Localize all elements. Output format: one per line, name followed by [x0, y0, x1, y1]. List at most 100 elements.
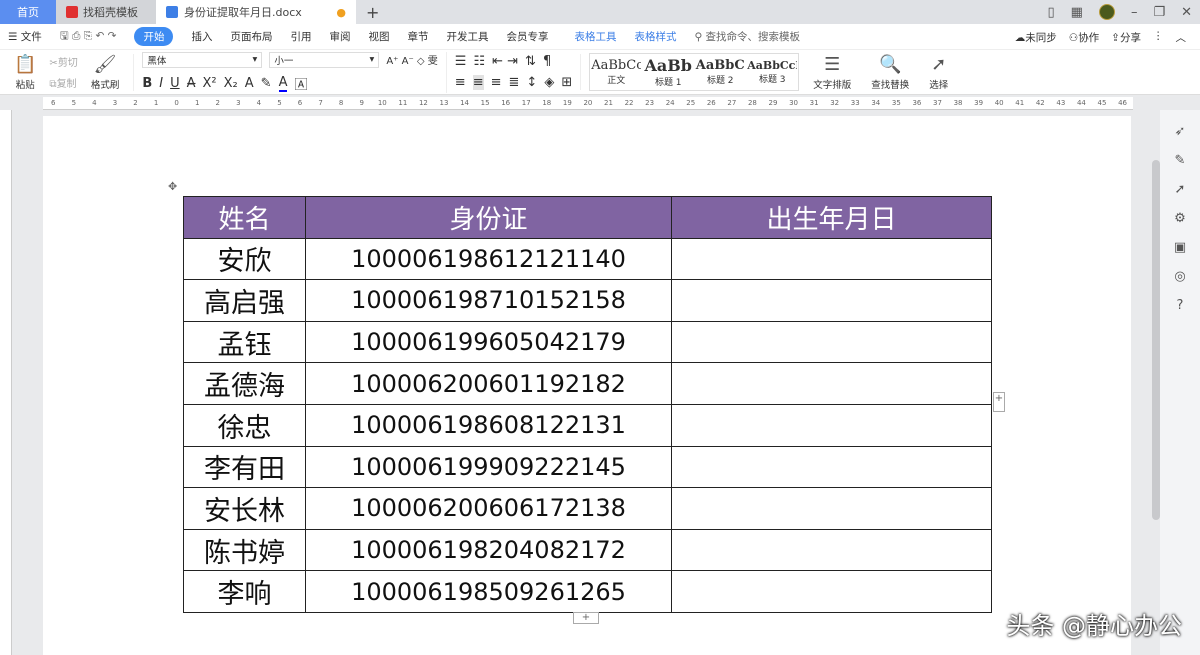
show-marks-button[interactable]: ¶: [542, 54, 552, 69]
minimize-icon[interactable]: –: [1130, 4, 1138, 20]
file-menu[interactable]: ☰ 文件: [8, 31, 42, 43]
location-icon[interactable]: ◎: [1174, 269, 1186, 284]
tab-document[interactable]: 身份证提取年月日.docx ●: [156, 0, 356, 24]
shading-button[interactable]: ◈: [544, 75, 555, 90]
tab-templates[interactable]: 找稻壳模板: [56, 0, 156, 24]
menu-references[interactable]: 引用: [290, 31, 312, 43]
id-cell[interactable]: 100006198612121140: [305, 237, 672, 281]
font-color-button[interactable]: A: [278, 74, 288, 92]
menu-view[interactable]: 视图: [368, 31, 390, 43]
name-cell[interactable]: 孟德海: [183, 362, 306, 405]
font-select[interactable]: 黑体 ▾: [142, 51, 263, 68]
sort-button[interactable]: ⇅: [525, 54, 536, 69]
align-center-button[interactable]: ≡: [472, 75, 484, 90]
find-replace-button[interactable]: 🔍 查找替换: [871, 53, 910, 91]
tab-home[interactable]: 首页: [0, 0, 56, 24]
layout-icon[interactable]: ▯: [1047, 4, 1055, 20]
menu-table-style[interactable]: 表格样式: [634, 31, 677, 43]
menu-developer[interactable]: 开发工具: [446, 31, 489, 43]
menu-layout[interactable]: 页面布局: [230, 31, 273, 43]
numbering-button[interactable]: ☷: [473, 54, 486, 69]
menu-member[interactable]: 会员专享: [506, 31, 549, 43]
table-move-handle[interactable]: ✥: [168, 180, 178, 193]
underline-button[interactable]: U: [170, 75, 180, 91]
settings-sliders-icon[interactable]: ⚙: [1174, 211, 1186, 226]
paste-button[interactable]: 📋 粘贴: [14, 53, 37, 91]
id-cell[interactable]: 100006198204082172: [305, 528, 672, 572]
close-icon[interactable]: ✕: [1181, 4, 1192, 20]
id-cell[interactable]: 100006198710152158: [305, 279, 672, 322]
more-icon[interactable]: ⋮: [1153, 30, 1164, 42]
justify-button[interactable]: ≣: [508, 75, 520, 90]
name-cell[interactable]: 安长林: [183, 487, 306, 530]
id-cell[interactable]: 100006199605042179: [305, 320, 672, 364]
vertical-ruler[interactable]: [0, 110, 12, 655]
name-cell[interactable]: 安欣: [183, 237, 306, 281]
id-cell[interactable]: 100006199909222145: [305, 445, 672, 489]
birthdate-cell[interactable]: [671, 237, 992, 281]
id-cell[interactable]: 100006198608122131: [305, 403, 672, 447]
quick-access-icons[interactable]: 🖫 ⎙ ⎘ ↶ ↷: [59, 29, 117, 42]
superscript-button[interactable]: X²: [202, 75, 217, 91]
menu-section[interactable]: 章节: [407, 31, 429, 43]
cursor-icon[interactable]: ➚: [1174, 182, 1186, 197]
rocket-icon[interactable]: ➶: [1174, 124, 1186, 139]
style-heading-2[interactable]: AaBbC 标题 2: [695, 58, 745, 86]
add-column-button[interactable]: +: [993, 392, 1005, 412]
format-painter-button[interactable]: 🖌 格式刷: [90, 53, 120, 91]
menu-home[interactable]: 开始: [134, 27, 174, 46]
birthdate-cell[interactable]: [671, 403, 992, 447]
strikethrough-button[interactable]: A̶: [186, 75, 196, 91]
menu-review[interactable]: 审阅: [329, 31, 351, 43]
select-button[interactable]: ➚ 选择: [929, 53, 949, 91]
text-effect-button[interactable]: A: [244, 75, 254, 91]
collapse-icon[interactable]: ︿: [1175, 32, 1187, 44]
indent-button[interactable]: ⇤ ⇥: [492, 54, 519, 69]
name-cell[interactable]: 陈书婷: [183, 528, 306, 572]
name-cell[interactable]: 高启强: [183, 279, 306, 322]
help-icon[interactable]: ?: [1176, 298, 1184, 313]
style-heading-1[interactable]: AaBb 标题 1: [644, 56, 692, 88]
add-row-button[interactable]: +: [573, 612, 599, 624]
collab-button[interactable]: ⚇协作: [1068, 32, 1100, 44]
bullets-button[interactable]: ☰: [454, 54, 467, 69]
vertical-scrollbar[interactable]: [1152, 160, 1160, 520]
document-page[interactable]: ✥ 姓名 身份证 出生年月日 安欣 100006198612121140 高启强 10…: [43, 116, 1131, 655]
sync-button[interactable]: ☁未同步: [1014, 32, 1057, 44]
id-cell[interactable]: 100006200601192182: [305, 362, 672, 405]
birthdate-cell[interactable]: [671, 279, 992, 322]
text-layout-button[interactable]: ☰ 文字排版: [813, 53, 852, 91]
birthdate-cell[interactable]: [671, 362, 992, 405]
copy-button[interactable]: ⧉复制: [49, 79, 77, 90]
name-cell[interactable]: 李有田: [183, 445, 306, 489]
font-size-select[interactable]: 小一 ▾: [269, 51, 380, 68]
bold-button[interactable]: B: [142, 75, 153, 91]
birthdate-cell[interactable]: [671, 570, 992, 613]
birthdate-cell[interactable]: [671, 487, 992, 530]
font-grow-icon[interactable]: A⁺ A⁻ ◇ 雯: [386, 56, 438, 67]
char-border-button[interactable]: 🄰: [294, 77, 308, 93]
birthdate-cell[interactable]: [671, 320, 992, 364]
menu-insert[interactable]: 插入: [191, 31, 213, 43]
share-button[interactable]: ⇪分享: [1111, 32, 1141, 44]
birthdate-cell[interactable]: [671, 445, 992, 489]
line-spacing-button[interactable]: ↕: [526, 75, 538, 90]
new-tab-button[interactable]: +: [366, 2, 380, 22]
cut-button[interactable]: ✂剪切: [49, 58, 78, 69]
highlight-button[interactable]: ✎: [260, 75, 272, 91]
subscript-button[interactable]: X₂: [223, 75, 238, 91]
style-heading-3[interactable]: AaBbCcD标题 3: [747, 59, 797, 85]
align-left-button[interactable]: ≡: [454, 75, 466, 90]
name-cell[interactable]: 李响: [183, 570, 306, 613]
borders-button[interactable]: ⊞: [561, 75, 573, 90]
id-cell[interactable]: 100006200606172138: [305, 487, 672, 530]
pen-icon[interactable]: ✎: [1174, 153, 1186, 168]
name-cell[interactable]: 徐忠: [183, 403, 306, 447]
restore-icon[interactable]: ❐: [1153, 4, 1166, 20]
apps-grid-icon[interactable]: ▦: [1070, 4, 1083, 20]
avatar[interactable]: [1098, 4, 1115, 20]
menu-table-tools[interactable]: 表格工具: [574, 31, 617, 43]
image-icon[interactable]: ▣: [1173, 240, 1187, 255]
align-right-button[interactable]: ≡: [490, 75, 502, 90]
style-normal[interactable]: AaBbCcDd正文: [591, 58, 642, 86]
